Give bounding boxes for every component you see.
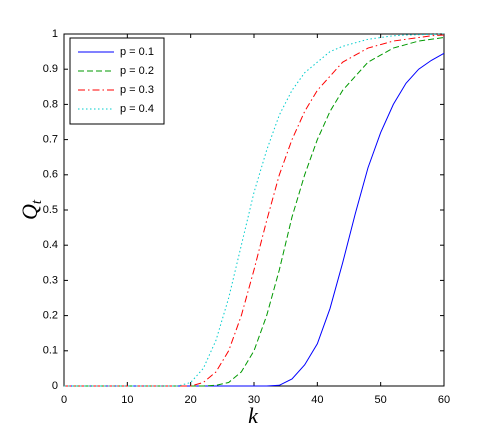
y-tick-label: 0.3 — [43, 274, 58, 286]
x-tick-label: 40 — [311, 394, 323, 406]
y-axis-label-sub: t — [29, 199, 45, 204]
y-tick-label: 1 — [52, 28, 58, 40]
y-tick-label: 0.8 — [43, 98, 58, 110]
y-tick-label: 0.4 — [43, 239, 58, 251]
y-tick-label: 0.7 — [43, 134, 58, 146]
y-tick-label: 0 — [52, 380, 58, 392]
x-tick-label: 60 — [438, 394, 450, 406]
x-tick-label: 50 — [375, 394, 387, 406]
legend-label: p = 0.3 — [120, 84, 154, 96]
y-axis-label-main: Q — [17, 204, 42, 220]
y-axis-label: Qt — [17, 199, 45, 220]
series-line — [64, 34, 445, 387]
legend-label: p = 0.4 — [120, 103, 154, 115]
y-tick-label: 0.9 — [43, 63, 58, 75]
x-tick-label: 20 — [185, 394, 197, 406]
y-tick-label: 0.6 — [43, 169, 58, 181]
x-axis-label: k — [248, 403, 259, 428]
legend-label: p = 0.1 — [120, 46, 154, 58]
y-tick-label: 0.5 — [43, 204, 58, 216]
x-tick-label: 0 — [61, 394, 67, 406]
y-tick-label: 0.2 — [43, 310, 58, 322]
x-tick-label: 30 — [248, 394, 260, 406]
x-tick-label: 10 — [121, 394, 133, 406]
y-tick-label: 0.1 — [43, 345, 58, 357]
legend-label: p = 0.2 — [120, 65, 154, 77]
